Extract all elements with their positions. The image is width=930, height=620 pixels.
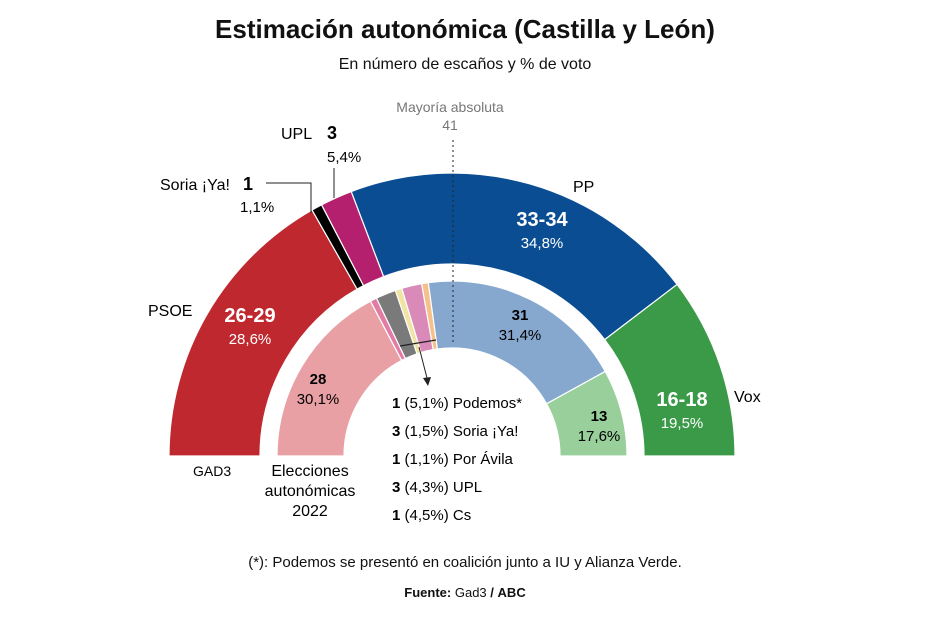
small-party-upl: 3 (4,3%) UPL [392,479,482,496]
chart-title: Estimación autonómica (Castilla y León) [215,14,715,44]
inner-ring-segment-vox [545,370,628,457]
inner-psoe-vote: 30,1% [297,391,340,408]
small-parties-list: 1 (5,1%) Podemos* 3 (1,5%) Soria ¡Ya! 1 (1… [392,395,522,524]
inner-ring-caption-line2: autonómicas [265,483,356,500]
inner-ring-segment-pp [427,280,607,405]
outer-ring-segment-vox [603,283,736,457]
label-pp-seats: 33-34 [516,209,568,231]
label-psoe-vote: 28,6% [229,331,272,348]
chart-subtitle: En número de escaños y % de voto [338,56,592,73]
source-line: Fuente: Gad3 / ABC [0,585,930,600]
source-prefix: Fuente: [404,585,452,600]
inner-vox-vote: 17,6% [578,428,621,445]
label-vox-vote: 19,5% [661,415,704,432]
footnote: (*): Podemos se presentó en coalición ju… [248,554,682,571]
small-party-soria-ya: 3 (1,5%) Soria ¡Ya! [392,423,518,440]
label-upl-vote: 5,4% [327,149,361,166]
majority-label: Mayoría absoluta [396,99,504,115]
small-parties-arrow [418,346,428,379]
hemicycle-chart: Mayoría absoluta 41 PSOE 26-29 28,6% Sor… [148,99,761,524]
small-party-cs: 1 (4,5%) Cs [392,507,471,524]
label-soria-seats: 1 [243,174,253,194]
label-upl-seats: 3 [327,123,337,143]
soria-leader-line [266,182,312,213]
inner-pp-seats: 31 [512,307,529,324]
source-name2: ABC [497,585,526,600]
label-pp-name: PP [573,179,594,196]
inner-pp-vote: 31,4% [499,327,542,344]
small-parties-bracket [399,339,437,347]
label-pp-vote: 34,8% [521,235,564,252]
source-sep: / [490,585,494,600]
inner-ring-2022 [276,280,628,457]
majority-value: 41 [442,117,458,133]
label-psoe-seats: 26-29 [224,305,275,327]
label-psoe-name: PSOE [148,303,192,320]
outer-ring-caption: GAD3 [193,463,231,479]
inner-vox-seats: 13 [591,408,608,425]
inner-ring-caption-line1: Elecciones [271,463,348,480]
outer-ring-gad3 [168,172,736,457]
source-name1: Gad3 [454,585,487,600]
label-soria-name: Soria ¡Ya! [160,177,230,194]
inner-psoe-seats: 28 [310,371,327,388]
label-vox-seats: 16-18 [656,389,707,411]
inner-ring-caption-line3: 2022 [292,503,328,520]
small-parties-arrowhead [423,377,431,386]
small-party-podemos: 1 (5,1%) Podemos* [392,395,522,412]
label-vox-name: Vox [734,389,761,406]
label-upl-name: UPL [281,126,312,143]
label-soria-vote: 1,1% [240,199,274,216]
small-party-por-vila: 1 (1,1%) Por Ávila [392,451,514,468]
